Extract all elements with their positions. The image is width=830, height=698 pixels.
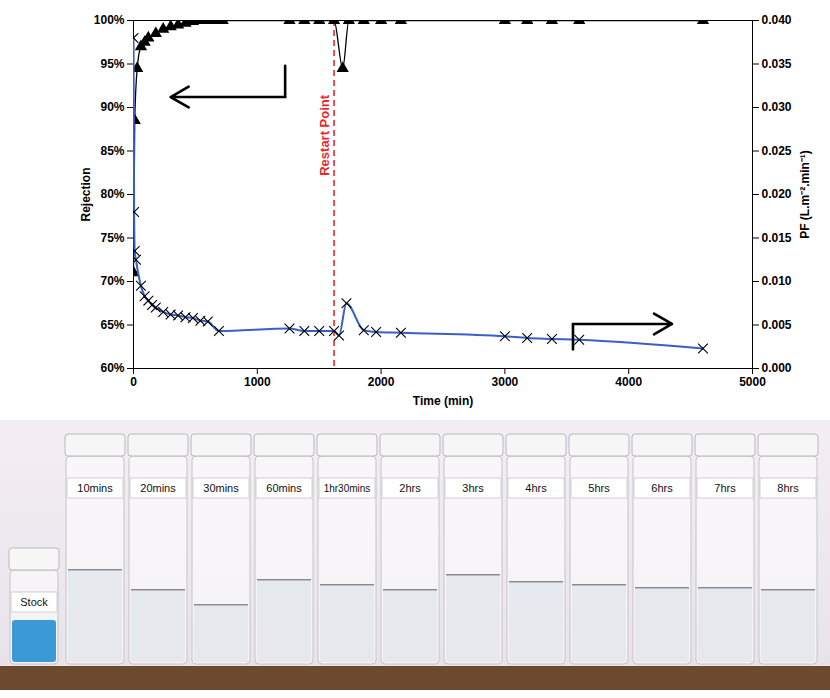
svg-text:7hrs: 7hrs (714, 482, 736, 494)
svg-text:85%: 85% (100, 144, 124, 158)
svg-text:5000: 5000 (739, 375, 766, 389)
svg-text:0.005: 0.005 (762, 318, 792, 332)
svg-text:6hrs: 6hrs (651, 482, 673, 494)
svg-text:0: 0 (130, 375, 137, 389)
svg-text:80%: 80% (100, 187, 124, 201)
svg-text:5hrs: 5hrs (588, 482, 610, 494)
svg-text:30mins: 30mins (203, 482, 239, 494)
svg-text:3hrs: 3hrs (462, 482, 484, 494)
svg-text:PF (L.m⁻².min⁻¹): PF (L.m⁻².min⁻¹) (798, 150, 812, 239)
svg-text:Stock: Stock (20, 596, 48, 608)
svg-text:10mins: 10mins (77, 482, 113, 494)
svg-text:2hrs: 2hrs (399, 482, 421, 494)
svg-text:75%: 75% (100, 231, 124, 245)
svg-text:8hrs: 8hrs (777, 482, 799, 494)
svg-text:0.035: 0.035 (762, 57, 792, 71)
svg-text:4hrs: 4hrs (525, 482, 547, 494)
svg-text:60%: 60% (100, 361, 124, 375)
svg-text:0.015: 0.015 (762, 231, 792, 245)
svg-text:20mins: 20mins (140, 482, 176, 494)
svg-text:0.010: 0.010 (762, 274, 792, 288)
svg-text:1000: 1000 (244, 375, 271, 389)
svg-text:0.030: 0.030 (762, 100, 792, 114)
svg-text:0.020: 0.020 (762, 187, 792, 201)
svg-text:2000: 2000 (368, 375, 395, 389)
svg-text:4000: 4000 (615, 375, 642, 389)
svg-text:3000: 3000 (492, 375, 519, 389)
svg-text:60mins: 60mins (266, 482, 302, 494)
svg-text:1hr30mins: 1hr30mins (324, 483, 371, 494)
svg-text:Restart Point: Restart Point (317, 94, 332, 176)
svg-text:90%: 90% (100, 100, 124, 114)
svg-text:Time (min): Time (min) (413, 394, 473, 408)
svg-text:100%: 100% (94, 13, 125, 27)
svg-text:95%: 95% (100, 57, 124, 71)
svg-text:Rejection: Rejection (79, 167, 93, 221)
svg-text:65%: 65% (100, 318, 124, 332)
svg-text:70%: 70% (100, 274, 124, 288)
svg-text:0.025: 0.025 (762, 144, 792, 158)
svg-text:0.000: 0.000 (762, 361, 792, 375)
svg-text:0.040: 0.040 (762, 13, 792, 27)
